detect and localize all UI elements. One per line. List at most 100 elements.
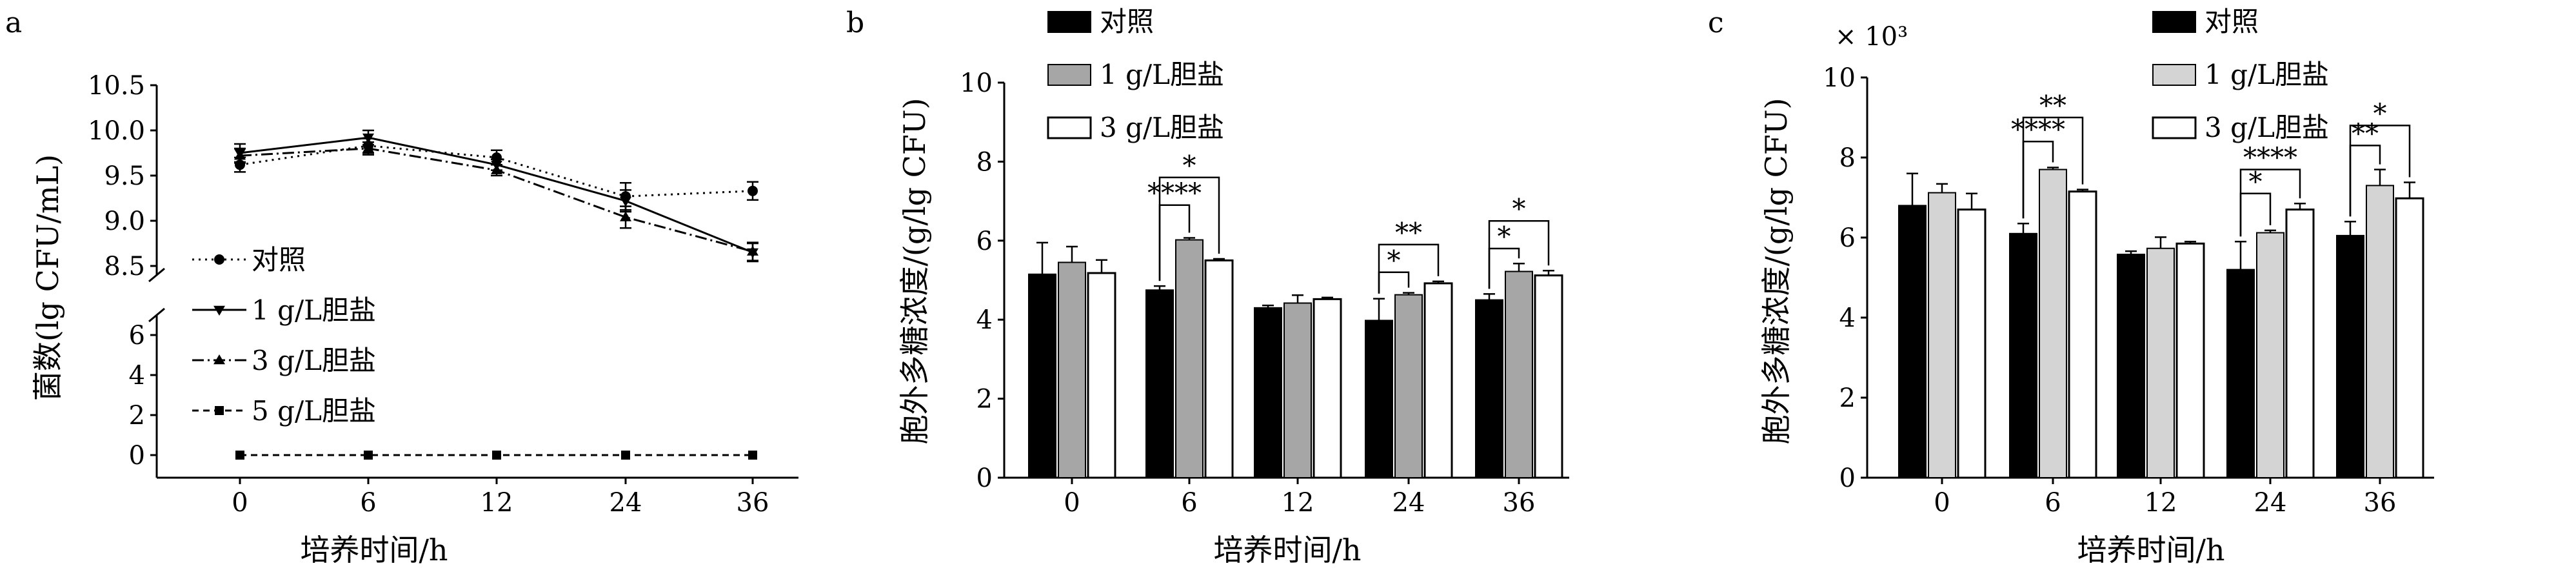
panel-b-letter: b (846, 6, 864, 39)
panel-b-ylabel: 胞外多糖浓度/(g/lg CFU) (897, 98, 932, 445)
data-point (748, 185, 758, 196)
bar (2285, 209, 2315, 479)
legend-label: 1 g/L胆盐 (252, 294, 376, 326)
legend-label: 对照 (1100, 6, 1154, 37)
y-tick-label: 2 (976, 385, 993, 414)
panel-c-xlabel: 培养时间/h (2077, 533, 2224, 567)
significance-label: * (2373, 97, 2387, 129)
data-point (492, 451, 501, 460)
significance-label: * (1498, 221, 1511, 252)
x-tick-label: 36 (1503, 488, 1536, 518)
bar (1254, 307, 1282, 478)
legend-swatch (1047, 64, 1091, 86)
significance-label: ** (2352, 117, 2379, 149)
panel-a-series (234, 129, 758, 460)
y-tick-label: 0 (129, 441, 145, 471)
significance-bracket (2022, 116, 2084, 219)
y-tick-label: 8 (976, 147, 993, 177)
y-tick-label: 6 (1839, 223, 1856, 253)
significance-bracket (1488, 219, 1550, 289)
y-tick-label: 8.5 (104, 252, 145, 281)
x-tick-label: 6 (1181, 488, 1197, 518)
panel-a-legend: 对照 1 g/L胆盐 3 g/L胆盐 5 g/L胆盐 (192, 244, 376, 427)
y-tick-label: 4 (129, 361, 145, 391)
y-tick-label: 10 (1823, 63, 1856, 93)
significance-label: ** (2039, 90, 2066, 121)
data-point (748, 451, 757, 460)
legend-swatch (2152, 64, 2196, 86)
panel-b-xlabel: 培养时间/h (1213, 533, 1361, 567)
legend-marker (213, 354, 225, 365)
bar (2366, 185, 2394, 478)
legend-label: 3 g/L胆盐 (252, 345, 376, 376)
data-point (234, 150, 246, 160)
bar (1058, 261, 1086, 478)
legend-swatch (1047, 11, 1091, 33)
bar (1957, 209, 1986, 479)
x-tick-label: 0 (1934, 488, 1950, 518)
x-tick-label: 12 (2145, 488, 2177, 518)
bar (2256, 232, 2284, 478)
x-tick-label: 6 (360, 488, 376, 518)
y-tick-label: 2 (129, 401, 145, 431)
bar (1928, 192, 1956, 478)
x-tick-label: 0 (232, 488, 248, 518)
panel-c-bars (1898, 167, 2424, 479)
bar (2226, 269, 2255, 478)
legend-marker (213, 305, 225, 316)
bar (1423, 282, 1453, 479)
bar (2175, 242, 2205, 479)
bar (2068, 190, 2097, 479)
y-tick-label: 9.5 (104, 161, 145, 191)
y-tick-label: 0 (976, 463, 993, 493)
legend-marker (215, 406, 224, 415)
data-point (620, 211, 631, 221)
bar (1475, 299, 1503, 478)
significance-bracket (1158, 176, 1220, 281)
significance-label: **** (1147, 178, 1202, 209)
bar (1313, 298, 1342, 479)
y-tick-label: 4 (976, 305, 993, 335)
data-point (620, 196, 631, 207)
significance-label: **** (2011, 114, 2065, 145)
panel-c-significance: ************** (2011, 90, 2411, 237)
panel-a-line-chart: a 菌数(lg CFU/mL) 培养时间/h 8.5 9.0 9.5 10.0 10.5… (5, 6, 798, 567)
bar (1365, 320, 1393, 479)
x-tick-label: 24 (1392, 488, 1425, 518)
panel-b-bars (1028, 237, 1563, 479)
panel-c-ylabel: 胞外多糖浓度/(g/lg CFU) (1759, 98, 1794, 445)
y-tick-label: 10 (960, 68, 993, 98)
bar (1898, 205, 1927, 478)
axis-break-mark (148, 267, 165, 283)
bar (1145, 289, 1174, 478)
x-tick-label: 6 (2045, 488, 2061, 518)
significance-label: * (1512, 193, 1526, 225)
x-tick-label: 12 (481, 488, 513, 518)
bar (1534, 274, 1563, 479)
legend-label: 对照 (252, 244, 306, 276)
x-tick-label: 12 (1282, 488, 1314, 518)
legend-label: 1 g/L胆盐 (1100, 59, 1224, 90)
bar (2146, 247, 2175, 478)
significance-label: **** (2243, 142, 2297, 174)
legend-swatch (2152, 116, 2197, 139)
significance-bracket (1378, 243, 1440, 294)
x-tick-label: 0 (1064, 488, 1080, 518)
panel-a-ylabel: 菌数(lg CFU/mL) (30, 154, 65, 401)
panel-b-legend: 对照 1 g/L胆盐 3 g/L胆盐 (1047, 6, 1224, 143)
data-point (362, 133, 374, 144)
x-tick-label: 36 (737, 488, 769, 518)
data-point (362, 143, 374, 153)
bar (2039, 168, 2067, 478)
y-tick-label: 10.5 (88, 71, 145, 101)
legend-label: 对照 (2204, 6, 2259, 37)
bar (1394, 294, 1423, 478)
legend-label: 3 g/L胆盐 (1100, 112, 1224, 143)
panel-a-letter: a (5, 6, 22, 39)
data-point (747, 245, 758, 256)
bar (1028, 273, 1056, 478)
axis-break-mark (148, 307, 165, 323)
